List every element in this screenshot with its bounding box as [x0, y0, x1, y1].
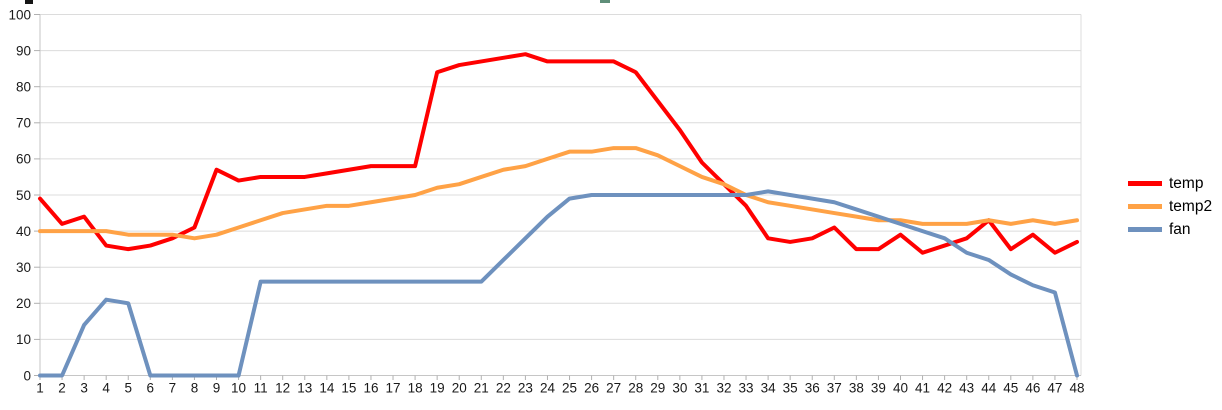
y-axis-labels: 0 10 20 30 40 50 60 70 80 90 100: [8, 7, 31, 383]
x-tick-label: 36: [805, 381, 820, 396]
y-tick-label: 100: [8, 7, 31, 22]
x-tick-label: 3: [80, 381, 88, 396]
temp-line: [38, 52, 1079, 255]
legend-item-fan[interactable]: fan: [1128, 218, 1212, 241]
legend-label: fan: [1169, 220, 1191, 238]
x-tick-label: 17: [386, 381, 401, 396]
x-tick-label: 5: [124, 381, 132, 396]
fan-line: [38, 189, 1079, 378]
x-tick-label: 15: [341, 381, 356, 396]
x-tick-label: 38: [849, 381, 864, 396]
x-tick-label: 2: [58, 381, 66, 396]
x-tick-label: 41: [915, 381, 930, 396]
temp-line-swatch: [1128, 181, 1162, 186]
x-tick-label: 14: [319, 381, 335, 396]
x-tick-label: 31: [694, 381, 709, 396]
x-tick-label: 16: [363, 381, 378, 396]
x-tick-label: 33: [739, 381, 754, 396]
x-tick-label: 45: [1003, 381, 1018, 396]
x-tick-label: 25: [562, 381, 577, 396]
fan-line-swatch: [1128, 227, 1162, 232]
x-axis-labels: 1 2 3 4 5 6 7 8 9 10 11 12 13 14 15 16 17 18 19 20 21 22 23 24 2…: [36, 381, 1084, 396]
legend-item-temp2[interactable]: temp2: [1128, 195, 1212, 218]
x-tick-label: 4: [102, 381, 110, 396]
x-tick-label: 13: [297, 381, 312, 396]
x-tick-label: 46: [1025, 381, 1040, 396]
x-tick-label: 37: [827, 381, 842, 396]
legend-label: temp: [1169, 174, 1204, 192]
y-tick-label: 30: [16, 260, 31, 275]
y-tick-label: 50: [16, 188, 31, 203]
gridlines: [40, 14, 1082, 376]
x-tick-label: 24: [540, 381, 556, 396]
x-tick-label: 19: [430, 381, 445, 396]
x-tick-label: 35: [783, 381, 798, 396]
x-tick-label: 8: [191, 381, 199, 396]
temp2-line-swatch: [1128, 204, 1162, 209]
y-tick-label: 10: [16, 332, 31, 347]
x-tick-label: 7: [169, 381, 177, 396]
x-tick-label: 1: [36, 381, 44, 396]
x-tick-label: 11: [254, 381, 268, 396]
y-tick-label: 20: [16, 296, 31, 311]
x-tick-label: 22: [496, 381, 511, 396]
x-tick-label: 12: [275, 381, 290, 396]
x-tick-label: 47: [1047, 381, 1062, 396]
x-tick-label: 30: [672, 381, 687, 396]
x-tick-label: 32: [716, 381, 731, 396]
temp2-line: [38, 146, 1079, 241]
x-tick-label: 27: [606, 381, 621, 396]
legend-item-temp[interactable]: temp: [1128, 172, 1212, 195]
legend-label: temp2: [1169, 197, 1213, 215]
x-tick-label: 6: [147, 381, 155, 396]
x-tick-label: 20: [452, 381, 467, 396]
x-tick-label: 39: [871, 381, 886, 396]
x-tick-label: 42: [937, 381, 952, 396]
x-tick-label: 26: [584, 381, 599, 396]
x-tick-label: 10: [231, 381, 246, 396]
y-tick-label: 40: [16, 224, 31, 239]
x-tick-label: 21: [474, 381, 489, 396]
y-tick-label: 80: [16, 80, 31, 95]
x-tick-label: 23: [518, 381, 533, 396]
x-tick-label: 48: [1069, 381, 1084, 396]
x-tick-label: 40: [893, 381, 908, 396]
y-tick-label: 60: [16, 152, 31, 167]
cutoff-title-fragment: [25, 0, 33, 4]
axis-ticks: [34, 14, 1078, 380]
y-tick-label: 90: [16, 43, 31, 58]
y-tick-label: 0: [23, 368, 31, 383]
x-tick-label: 28: [628, 381, 643, 396]
x-tick-label: 29: [650, 381, 665, 396]
x-tick-label: 34: [761, 381, 777, 396]
chart-legend[interactable]: temp temp2 fan: [1128, 172, 1212, 241]
cutoff-title-fragment: [600, 0, 610, 3]
y-tick-label: 70: [16, 116, 31, 131]
x-tick-label: 43: [959, 381, 974, 396]
x-tick-label: 18: [408, 381, 423, 396]
x-tick-label: 44: [981, 381, 997, 396]
x-tick-label: 9: [213, 381, 221, 396]
